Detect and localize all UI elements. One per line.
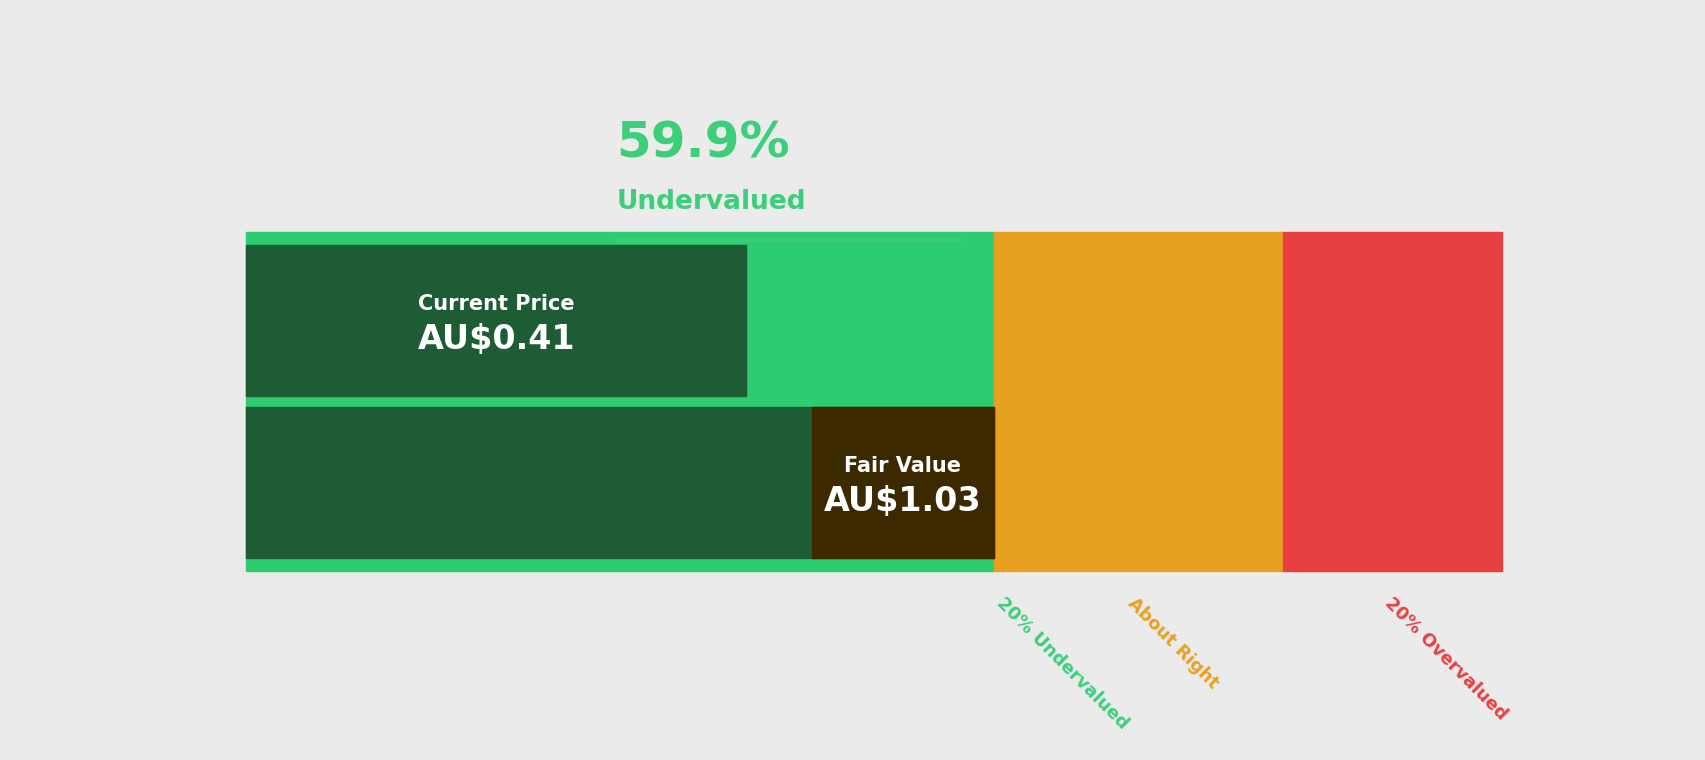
Text: 20% Overvalued: 20% Overvalued <box>1381 594 1511 724</box>
Bar <box>246 407 992 558</box>
Text: AU$1.03: AU$1.03 <box>824 485 980 518</box>
Text: AU$0.41: AU$0.41 <box>418 322 575 356</box>
Bar <box>246 245 745 396</box>
Bar <box>1282 232 1502 571</box>
Bar <box>246 232 992 571</box>
Text: Undervalued: Undervalued <box>616 189 806 215</box>
Text: Current Price: Current Price <box>418 294 575 314</box>
Text: 20% Undervalued: 20% Undervalued <box>992 594 1132 733</box>
Text: Fair Value: Fair Value <box>844 456 960 476</box>
Text: 59.9%: 59.9% <box>616 120 789 168</box>
Text: About Right: About Right <box>1124 594 1221 692</box>
Bar <box>812 407 992 558</box>
Bar <box>992 232 1282 571</box>
